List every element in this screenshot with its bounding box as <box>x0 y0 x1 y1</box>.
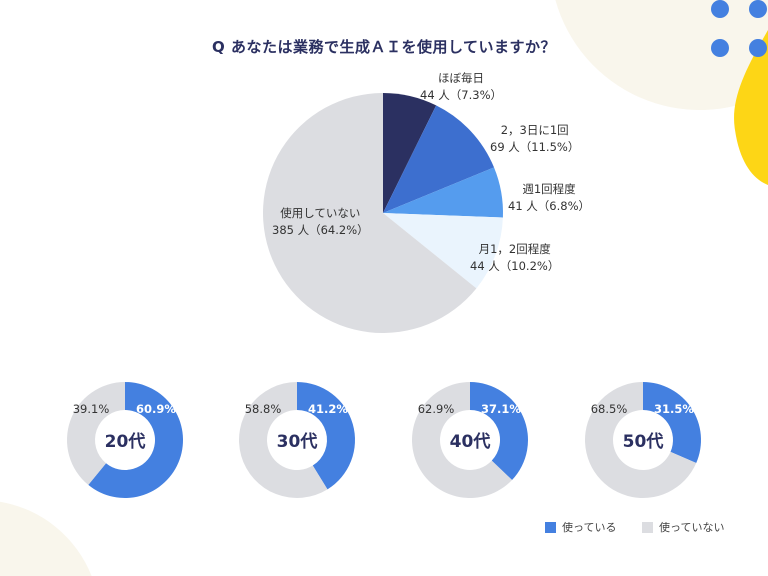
legend-item-used: 使っている <box>545 519 616 535</box>
beige-circle-decoration <box>0 501 92 576</box>
donut-unused-segment <box>412 382 513 498</box>
donut-center-label: 50代 <box>623 431 664 452</box>
legend-label: 使っていない <box>659 521 725 534</box>
pie-slice-0 <box>383 93 437 213</box>
slice-value: 69 人（11.5%） <box>490 140 580 154</box>
slice-name: 使用していない <box>280 206 361 220</box>
slice-name: 月1，2回程度 <box>478 242 551 256</box>
pie-slice-2 <box>383 167 503 218</box>
donut-used-label: 41.2% <box>308 402 348 416</box>
donut-unused-segment <box>66 382 125 485</box>
dot-decoration <box>749 0 767 18</box>
donut-unused-label: 68.5% <box>591 402 628 416</box>
pie-slice-4 <box>263 93 477 334</box>
donut-used-segment <box>643 382 702 464</box>
slice-value: 44 人（7.3%） <box>420 88 503 102</box>
donut-used-segment <box>470 382 528 480</box>
dot-decoration <box>711 0 729 18</box>
slice-value: 41 人（6.8%） <box>508 199 591 213</box>
pie-slice-3 <box>383 213 503 289</box>
slice-label-every-2-3-days: 2，3日に1回 69 人（11.5%） <box>490 122 579 156</box>
donut-used-label: 31.5% <box>654 402 694 416</box>
legend-label: 使っている <box>562 521 617 534</box>
dot-decoration <box>749 39 767 57</box>
donut-used-segment <box>297 382 355 490</box>
yellow-blob-decoration <box>734 30 768 185</box>
donut-center-label: 30代 <box>277 431 318 452</box>
slice-name: 2，3日に1回 <box>500 123 569 137</box>
slice-label-monthly: 月1，2回程度 44 人（10.2%） <box>470 241 559 275</box>
donut-unused-segment <box>585 382 697 498</box>
donut-used-segment <box>88 382 183 498</box>
legend-item-unused: 使っていない <box>642 519 724 535</box>
slice-name: 週1回程度 <box>522 182 576 196</box>
donut-unused-label: 39.1% <box>73 402 110 416</box>
legend-swatch <box>642 521 653 533</box>
slice-label-daily: ほぼ毎日 44 人（7.3%） <box>420 70 502 104</box>
donut-used-label: 60.9% <box>136 402 176 416</box>
pie-slice-1 <box>383 105 495 213</box>
chart-title: Q あなたは業務で生成ＡＩを使用していますか？ <box>211 38 557 56</box>
legend-swatch <box>545 521 556 533</box>
donut-used-label: 37.1% <box>481 402 521 416</box>
slice-label-weekly: 週1回程度 41 人（6.8%） <box>508 181 590 215</box>
slice-value: 44 人（10.2%） <box>470 259 560 273</box>
donut-center-label: 40代 <box>450 431 491 452</box>
donut-unused-segment <box>239 382 328 498</box>
donut-unused-label: 58.8% <box>245 402 282 416</box>
dot-decoration <box>711 39 729 57</box>
donut-center-label: 20代 <box>105 431 146 452</box>
slice-name: ほぼ毎日 <box>438 71 484 85</box>
donut-unused-label: 62.9% <box>418 402 455 416</box>
beige-circle-decoration <box>555 0 768 111</box>
slice-value: 385 人（64.2%） <box>272 223 369 237</box>
slice-label-not-used: 使用していない 385 人（64.2%） <box>272 205 369 239</box>
